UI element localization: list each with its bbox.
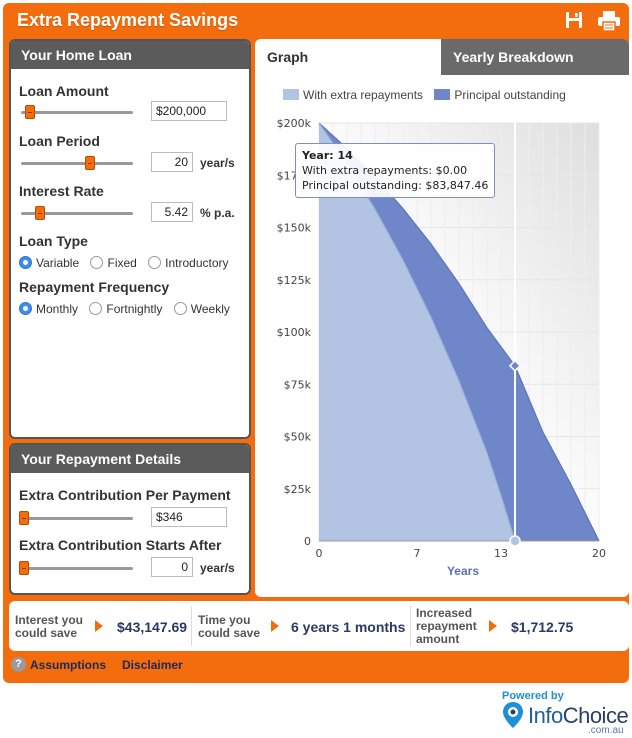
extra-contribution-label: Extra Contribution Per Payment	[19, 487, 231, 503]
savings-summary: Interest you could save $43,147.69 Time y…	[9, 601, 629, 651]
y-tick-label: $25k	[284, 483, 312, 496]
starts-after-input[interactable]: 0	[151, 557, 193, 577]
radio-icon[interactable]	[89, 302, 103, 316]
loan-type-option-introductory[interactable]: Introductory	[148, 255, 229, 270]
home-loan-heading: Your Home Loan	[11, 41, 249, 69]
legend-swatch	[283, 89, 299, 101]
increased-repayment-label: Increased repayment amount	[416, 606, 477, 646]
starts-after-unit: year/s	[200, 561, 235, 575]
y-tick-label: 0	[304, 535, 311, 548]
arrow-right-icon	[271, 620, 279, 632]
starts-after-slider[interactable]	[19, 561, 133, 575]
time-saved-value: 6 years 1 months	[291, 619, 406, 635]
radio-icon[interactable]	[19, 302, 32, 316]
loan-amount-label: Loan Amount	[19, 83, 109, 99]
divider	[410, 606, 411, 646]
location-pin-icon	[503, 702, 523, 728]
title-bar: Extra Repayment Savings	[3, 3, 629, 39]
loan-type-option-fixed[interactable]: Fixed	[90, 255, 137, 270]
radio-icon[interactable]	[148, 256, 162, 270]
radio-icon[interactable]	[90, 256, 104, 270]
loan-type-option-variable[interactable]: Variable	[19, 255, 79, 270]
frequency-option-weekly[interactable]: Weekly	[173, 301, 230, 316]
tab-yearly-breakdown[interactable]: Yearly Breakdown	[441, 39, 629, 75]
loan-type-label: Loan Type	[19, 233, 88, 249]
hover-marker-extra	[509, 535, 521, 547]
interest-saved-label: Interest you could save	[15, 613, 84, 640]
extra-contribution-slider[interactable]	[19, 511, 133, 525]
loan-period-unit: year/s	[200, 156, 235, 170]
extra-contribution-input[interactable]: $346	[151, 507, 227, 527]
chart-legend: With extra repayments Principal outstand…	[283, 87, 574, 102]
time-saved-label: Time you could save	[198, 613, 261, 640]
assumptions-link[interactable]: Assumptions	[30, 657, 107, 672]
hover-marker-principal	[508, 359, 522, 372]
arrow-right-icon	[95, 620, 103, 632]
interest-saved-value: $43,147.69	[117, 619, 188, 635]
x-tick-label: 20	[592, 547, 606, 560]
y-tick-label: $75k	[284, 378, 312, 391]
interest-rate-label: Interest Rate	[19, 183, 104, 199]
app-title: Extra Repayment Savings	[17, 10, 239, 30]
footer-links: ? Assumptions Disclaimer	[11, 657, 199, 673]
interest-rate-unit: % p.a.	[200, 206, 235, 220]
loan-amount-slider-thumb[interactable]	[25, 105, 35, 119]
legend-item-extra[interactable]: With extra repayments	[283, 87, 423, 102]
interest-rate-slider[interactable]	[21, 206, 133, 220]
repayment-frequency-label: Repayment Frequency	[19, 279, 170, 295]
home-loan-panel: Your Home Loan Loan Amount $200,000 Loan…	[9, 39, 251, 439]
loan-period-slider[interactable]	[21, 156, 133, 170]
repayment-frequency-group: Monthly Fortnightly Weekly	[19, 301, 238, 316]
loan-period-label: Loan Period	[19, 133, 100, 149]
infochoice-logo[interactable]: InfoChoice .com.au	[502, 701, 629, 736]
powered-by-label: Powered by	[502, 690, 564, 702]
starts-after-label: Extra Contribution Starts After	[19, 537, 222, 553]
tab-graph[interactable]: Graph	[255, 39, 441, 75]
chart-tooltip: Year: 14 With extra repayments: $0.00 Pr…	[295, 143, 496, 198]
graph-panel: Graph Yearly Breakdown With extra repaym…	[255, 39, 629, 597]
x-tick-label: 7	[414, 547, 421, 560]
tooltip-line-extra: With extra repayments: $0.00	[302, 164, 468, 177]
y-tick-label: $50k	[284, 431, 312, 444]
interest-rate-input[interactable]: 5.42	[151, 202, 193, 222]
radio-icon[interactable]	[19, 256, 32, 270]
help-icon[interactable]: ?	[11, 657, 26, 673]
increased-repayment-value: $1,712.75	[511, 619, 574, 635]
frequency-option-fortnightly[interactable]: Fortnightly	[89, 301, 162, 316]
disclaimer-link[interactable]: Disclaimer	[122, 657, 183, 672]
brand-domain: .com.au	[588, 725, 624, 736]
series-area-with-extra-repayments	[319, 123, 515, 541]
repayment-details-heading: Your Repayment Details	[11, 445, 249, 473]
arrow-right-icon	[489, 620, 497, 632]
loan-amount-input[interactable]: $200,000	[151, 101, 227, 121]
brand-name: InfoChoice	[528, 703, 629, 728]
loan-amount-slider[interactable]	[21, 105, 133, 119]
print-icon[interactable]	[597, 11, 621, 31]
x-axis-title: Years	[447, 564, 479, 578]
divider	[191, 606, 192, 646]
loan-type-group: Variable Fixed Introductory	[19, 255, 237, 270]
y-tick-label: $200k	[277, 117, 312, 130]
x-tick-label: 13	[494, 547, 508, 560]
tooltip-line-principal: Principal outstanding: $83,847.46	[302, 179, 489, 192]
calculator-widget: Extra Repayment Savings Your Home Loan L…	[3, 3, 629, 683]
legend-item-principal[interactable]: Principal outstanding	[434, 87, 566, 102]
tooltip-title: Year: 14	[302, 149, 353, 162]
x-tick-label: 0	[316, 547, 323, 560]
y-tick-label: $150k	[277, 222, 312, 235]
loan-period-slider-thumb[interactable]	[85, 156, 95, 170]
starts-after-slider-thumb[interactable]	[19, 561, 29, 575]
save-icon[interactable]	[565, 11, 583, 29]
y-tick-label: $125k	[277, 274, 312, 287]
interest-rate-slider-thumb[interactable]	[35, 206, 45, 220]
legend-swatch	[434, 89, 451, 101]
loan-period-input[interactable]: 20	[151, 152, 193, 172]
radio-icon[interactable]	[173, 302, 187, 316]
frequency-option-monthly[interactable]: Monthly	[19, 301, 78, 316]
extra-contribution-slider-thumb[interactable]	[19, 511, 29, 525]
y-tick-label: $100k	[277, 326, 312, 339]
repayment-details-panel: Your Repayment Details Extra Contributio…	[9, 443, 251, 595]
